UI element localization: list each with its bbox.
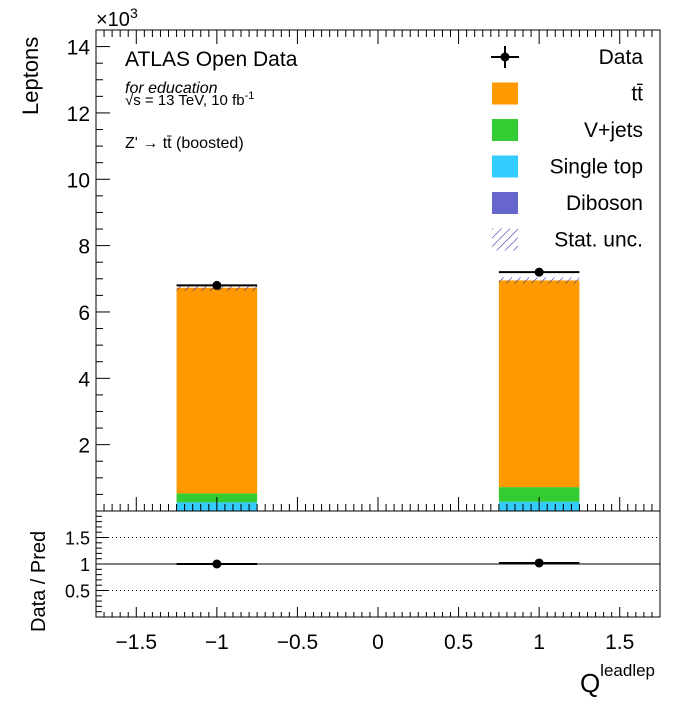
legend-label-2: V+jets [584, 119, 643, 142]
legend-swatch-hatch [492, 228, 518, 251]
bar-tt--1 [498, 280, 580, 488]
main-y-tick-label: 4 [78, 368, 90, 391]
y-multiplier-exp: 3 [130, 5, 138, 21]
ratio-x-ticks: −1.5 −1 −0.5 0 0.5 1 1.5 [95, 607, 661, 654]
legend-label-0: Data [599, 46, 644, 69]
legend-label-3: Single top [550, 156, 643, 179]
x-tick-label: −0.5 [277, 631, 318, 654]
education-label: for education [125, 80, 218, 97]
y-multiplier: ×103 [96, 5, 138, 31]
legend-data-marker [500, 52, 510, 62]
legend-label-1: tt̄ [631, 83, 643, 106]
legend-label-4: Diboson [566, 192, 643, 215]
ratio-points [176, 558, 580, 569]
legend-swatch-2 [492, 119, 518, 141]
ratio-y-tick-label: 0.5 [65, 582, 90, 602]
x-tick-label: −1 [205, 631, 229, 654]
x-tick-label: 1 [533, 631, 545, 654]
ratio-y-tick-label: 1.5 [65, 529, 90, 549]
legend-swatch-4 [492, 192, 518, 214]
x-tick-label: 0.5 [444, 631, 473, 654]
main-y-tick-label: 12 [67, 103, 90, 126]
data-points [176, 267, 580, 290]
legend-swatch-3 [492, 155, 518, 178]
x-axis-label: Qleadlep [580, 661, 655, 698]
atlas-label: ATLAS Open Data [125, 48, 298, 71]
x-tick-label: −1.5 [116, 631, 157, 654]
x-axis-label-sup: leadlep [600, 661, 655, 680]
ratio-y-ticks: 0.5 1 1.5 [65, 515, 108, 613]
stacked-bars [176, 280, 580, 511]
data-point-0 [212, 280, 222, 290]
x-tick-label: 1.5 [605, 631, 634, 654]
data-point-1 [534, 267, 544, 277]
main-y-tick-label: 2 [78, 435, 90, 458]
main-y-axis-label: Leptons [18, 37, 43, 115]
main-x-ticks [95, 30, 661, 511]
main-y-tick-label: 10 [67, 169, 90, 192]
stat-unc-band-1 [498, 277, 580, 284]
ratio-panel: 0.5 1 1.5 −1.5 −1 −0.5 0 0.5 1 1.5 Data / Pred Q… [28, 510, 661, 698]
legend-label-5: Stat. unc. [554, 229, 643, 252]
main-y-ticks: 2 4 6 8 10 12 14 [67, 37, 110, 495]
ratio-y-axis-label: Data / Pred [28, 531, 50, 632]
main-y-tick-label: 8 [78, 236, 90, 259]
bar-tt--0 [176, 287, 258, 494]
ratio-point-1 [534, 558, 544, 568]
legend: Data tt̄ V+jets Single top Diboson Stat. unc. [491, 46, 643, 252]
x-tick-label: 0 [372, 631, 384, 654]
ratio-point-0 [212, 559, 222, 569]
ratio-y-tick-label: 1 [80, 555, 90, 575]
legend-swatch-1 [492, 82, 518, 105]
bar-v-jets-1 [498, 487, 580, 502]
energy-label: √s = 13 TeV, 10 fb-1 [125, 90, 254, 109]
energy-sup: -1 [245, 90, 255, 102]
process-label: Z' → tt̄ (boosted) [125, 135, 244, 152]
main-y-tick-label: 14 [67, 37, 91, 60]
main-y-tick-label: 6 [78, 302, 90, 325]
